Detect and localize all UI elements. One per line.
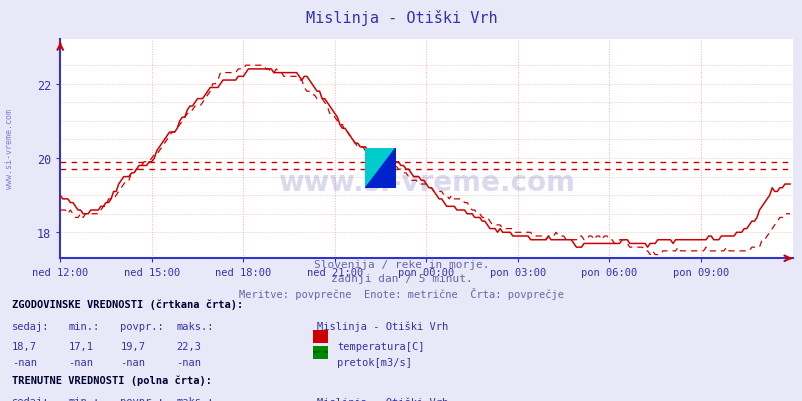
Text: povpr.:: povpr.: (120, 396, 164, 401)
Text: 17,1: 17,1 (68, 341, 93, 351)
Text: pretok[m3/s]: pretok[m3/s] (337, 357, 411, 367)
Text: temperatura[C]: temperatura[C] (337, 341, 424, 351)
Text: min.:: min.: (68, 321, 99, 331)
Text: maks.:: maks.: (176, 321, 214, 331)
Text: -nan: -nan (68, 357, 93, 367)
Text: povpr.:: povpr.: (120, 321, 164, 331)
Text: TRENUTNE VREDNOSTI (polna črta):: TRENUTNE VREDNOSTI (polna črta): (12, 374, 212, 385)
Text: Mislinja - Otiški Vrh: Mislinja - Otiški Vrh (317, 321, 448, 331)
Text: zadnji dan / 5 minut.: zadnji dan / 5 minut. (330, 273, 472, 284)
Text: 19,7: 19,7 (120, 341, 145, 351)
Text: 22,3: 22,3 (176, 341, 201, 351)
Text: min.:: min.: (68, 396, 99, 401)
Text: sedaj:: sedaj: (12, 321, 50, 331)
Text: www.si-vreme.com: www.si-vreme.com (5, 108, 14, 188)
Text: sedaj:: sedaj: (12, 396, 50, 401)
Text: Mislinja - Otiški Vrh: Mislinja - Otiški Vrh (306, 10, 496, 26)
Text: Mislinja - Otiški Vrh: Mislinja - Otiški Vrh (317, 396, 448, 401)
Text: maks.:: maks.: (176, 396, 214, 401)
Text: -nan: -nan (12, 357, 37, 367)
Polygon shape (365, 148, 395, 188)
Text: -nan: -nan (120, 357, 145, 367)
Text: -nan: -nan (176, 357, 201, 367)
Text: www.si-vreme.com: www.si-vreme.com (277, 168, 574, 196)
Polygon shape (365, 148, 395, 188)
Text: 18,7: 18,7 (12, 341, 37, 351)
Text: Slovenija / reke in morje.: Slovenija / reke in morje. (314, 260, 488, 270)
Polygon shape (365, 148, 395, 188)
Text: Meritve: povprečne  Enote: metrične  Črta: povprečje: Meritve: povprečne Enote: metrične Črta:… (239, 287, 563, 299)
Text: ZGODOVINSKE VREDNOSTI (črtkana črta):: ZGODOVINSKE VREDNOSTI (črtkana črta): (12, 299, 243, 309)
